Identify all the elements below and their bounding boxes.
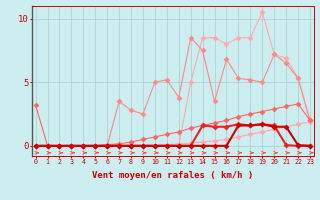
X-axis label: Vent moyen/en rafales ( km/h ): Vent moyen/en rafales ( km/h ) xyxy=(92,171,253,180)
